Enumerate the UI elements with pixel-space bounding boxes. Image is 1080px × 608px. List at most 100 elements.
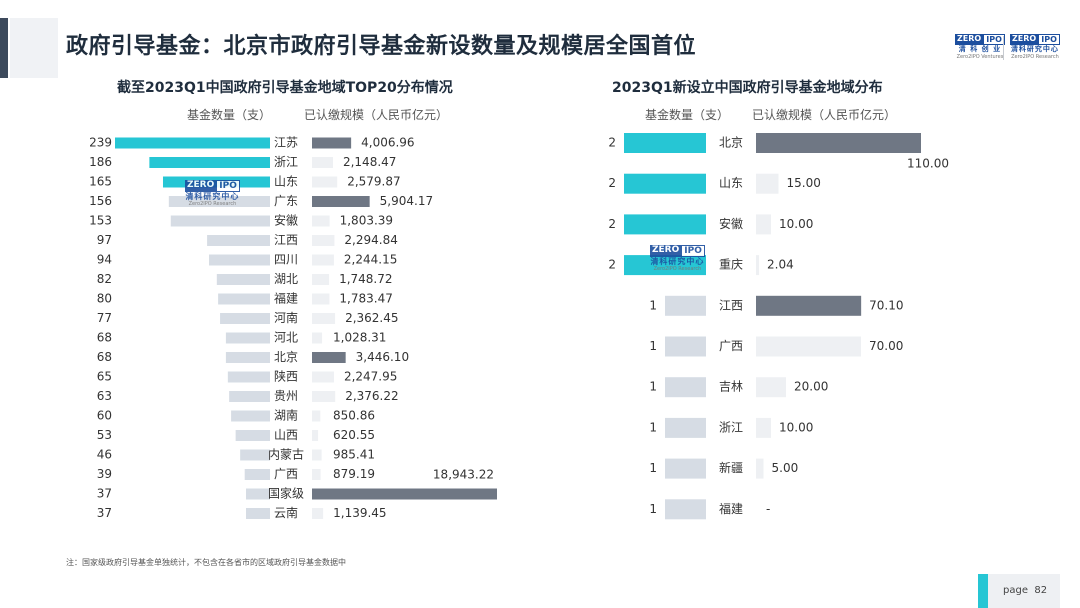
count-label: 46 (97, 448, 112, 462)
count-bar (665, 295, 706, 316)
count-label: 53 (97, 428, 112, 442)
page-number-box (978, 574, 1060, 608)
scale-bar (312, 371, 334, 383)
count-label: 1 (649, 339, 657, 353)
zero2ipo-research-logo: ZERO IPO 清科研究中心 Zero2IPO Research (1010, 34, 1060, 60)
count-label: 82 (97, 272, 112, 286)
category-label: 重庆 (719, 258, 743, 272)
category-label: 广西 (274, 467, 298, 481)
page-number-accent (978, 574, 988, 608)
category-label: 广西 (719, 339, 743, 353)
scale-bar (756, 255, 760, 276)
category-label: 浙江 (274, 155, 298, 169)
category-label: 福建 (274, 291, 298, 306)
scale-bar (312, 391, 336, 402)
scale-bar (312, 449, 322, 461)
scale-label: 2.04 (767, 258, 794, 272)
page-number: page 82 (1003, 585, 1048, 596)
count-bar (227, 371, 270, 383)
count-bar (246, 508, 270, 519)
scale-bar (312, 137, 352, 149)
scale-bar (312, 430, 319, 441)
scale-bar (312, 293, 330, 305)
count-bar (225, 352, 270, 363)
count-label: 39 (97, 467, 112, 481)
scale-bar (756, 133, 921, 153)
count-label: 156 (89, 194, 112, 208)
watermark-logo-left: ZERO IPO 清科研究中心 Zero2IPO Research (185, 180, 240, 207)
scale-label: 2,244.15 (344, 253, 397, 267)
scale-bar (312, 469, 321, 480)
category-label: 国家级 (268, 486, 304, 501)
right-chart-title: 2023Q1新设立中国政府引导基金地域分布 (612, 80, 883, 96)
count-label: 153 (89, 214, 112, 228)
count-bar (624, 173, 706, 194)
scale-label: 2,579.87 (347, 175, 400, 189)
scale-label: 10.00 (779, 217, 813, 231)
count-bar (209, 254, 270, 266)
count-bar (225, 332, 270, 344)
count-label: 94 (97, 253, 112, 267)
scale-label: 5.00 (772, 461, 799, 475)
count-bar (665, 417, 706, 438)
scale-bar (756, 295, 862, 316)
count-label: 2 (608, 176, 616, 190)
scale-label: - (766, 502, 770, 516)
count-bar (665, 458, 706, 479)
scale-label: 110.00 (907, 157, 949, 171)
category-label: 浙江 (719, 420, 743, 434)
category-label: 山西 (274, 428, 298, 442)
left-scale-header: 已认缴规模（人民币亿元） (304, 108, 449, 122)
scale-bar (312, 313, 336, 324)
scale-label: 1,783.47 (339, 292, 392, 306)
count-bar (244, 469, 270, 480)
category-label: 湖北 (274, 271, 298, 286)
category-label: 北京 (274, 350, 298, 364)
scale-label: 985.41 (333, 448, 375, 462)
category-label: 陕西 (274, 369, 298, 384)
count-label: 68 (97, 331, 112, 345)
logo-mark: ZERO IPO (955, 34, 1005, 45)
count-bar (624, 255, 706, 276)
right-count-header: 基金数量（支） (645, 108, 730, 122)
category-label: 江西 (274, 233, 298, 247)
scale-bar (756, 417, 771, 438)
count-label: 37 (97, 506, 112, 520)
category-label: 河南 (274, 310, 298, 325)
scale-label: 1,139.45 (333, 506, 386, 520)
category-label: 云南 (274, 505, 298, 520)
scale-label: 2,362.45 (345, 311, 398, 325)
watermark-logo-right: ZERO IPO 清科研究中心 Zero2IPO Research (650, 245, 705, 272)
right-scale-header: 已认缴规模（人民币亿元） (752, 108, 897, 122)
count-bar (624, 214, 706, 235)
left-chart-title: 截至2023Q1中国政府引导基金地域TOP20分布情况 (117, 80, 453, 96)
scale-label: 2,247.95 (344, 370, 397, 384)
title-accent-box (10, 18, 58, 78)
category-label: 江苏 (274, 136, 298, 150)
scale-bar (756, 377, 786, 398)
count-label: 80 (97, 292, 112, 306)
count-label: 37 (97, 487, 112, 501)
scale-bar (756, 173, 779, 194)
logo-mark: ZERO IPO (1010, 34, 1060, 45)
scale-bar (312, 488, 497, 500)
count-label: 2 (608, 136, 616, 150)
scale-bar (312, 254, 334, 266)
scale-label: 15.00 (787, 176, 821, 190)
scale-label: 2,376.22 (345, 389, 398, 403)
scale-label: 1,748.72 (339, 272, 392, 286)
scale-label: 70.00 (869, 339, 903, 353)
count-bar (231, 410, 270, 422)
count-label: 1 (649, 502, 657, 516)
count-label: 1 (649, 461, 657, 475)
scale-bar (756, 336, 861, 357)
category-label: 山东 (719, 176, 743, 190)
scale-bar (312, 176, 338, 188)
category-label: 广东 (274, 194, 298, 208)
title-accent-strip (0, 18, 8, 78)
count-bar (220, 313, 270, 324)
scale-label: 2,148.47 (343, 155, 396, 169)
scale-label: 620.55 (333, 428, 375, 442)
scale-label: 4,006.96 (361, 136, 414, 150)
scale-label: 2,294.84 (344, 233, 397, 247)
